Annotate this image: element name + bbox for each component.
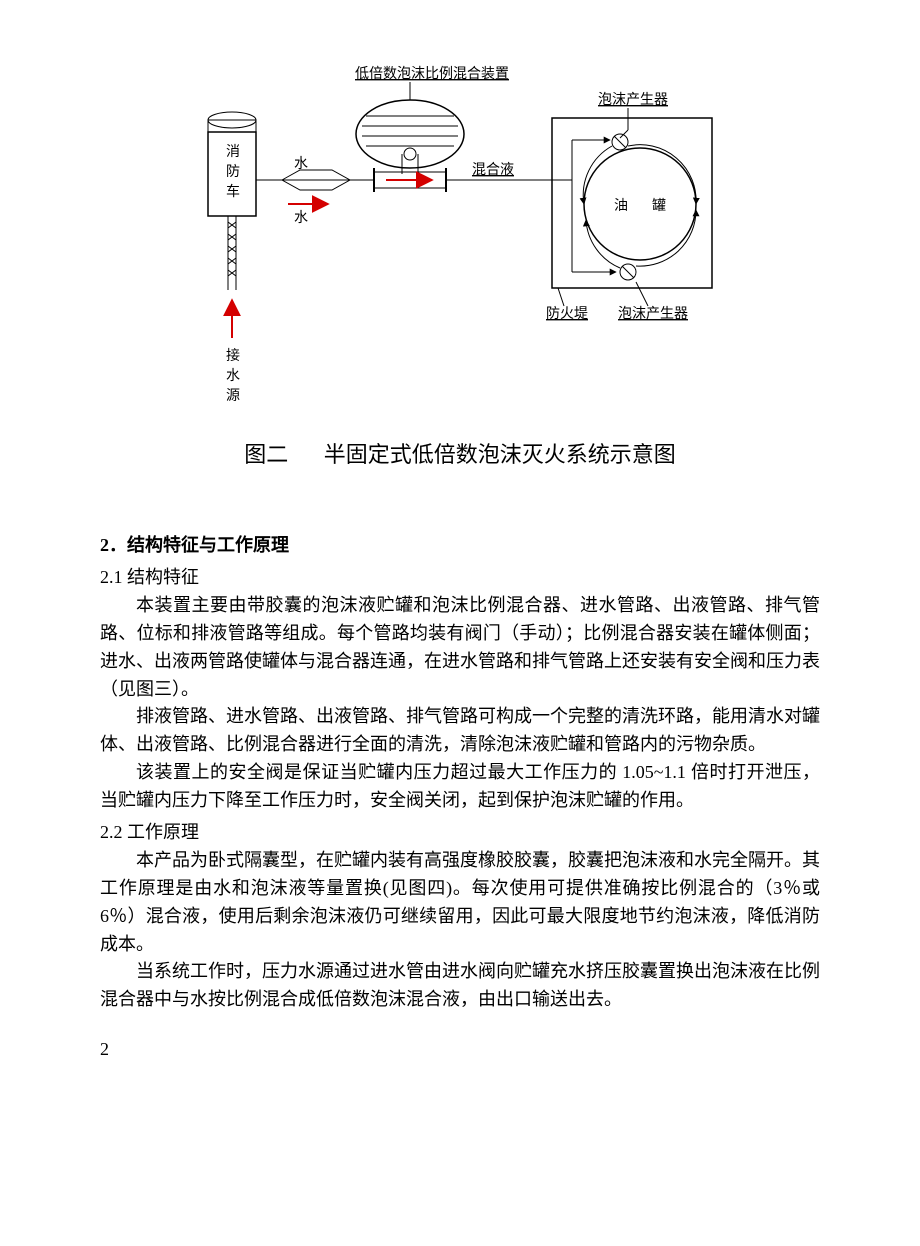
svg-text:水: 水 <box>226 368 240 384</box>
svg-text:罐: 罐 <box>652 198 666 214</box>
mixer-pipe <box>350 168 552 192</box>
caption-title: 半固定式低倍数泡沫灭火系统示意图 <box>324 442 676 467</box>
para-2-2-2: 当系统工作时，压力水源通过进水管由进水阀向贮罐充水挤压胶囊置换出泡沫液在比例混合… <box>100 958 820 1014</box>
svg-text:油: 油 <box>614 198 628 214</box>
label-foam-generator-top: 泡沫产生器 <box>598 92 668 108</box>
label-foam-generator-bot: 泡沫产生器 <box>618 306 688 322</box>
diagram-figure-2: 低倍数泡沫比例混合装置 泡沫产生器 泡沫产生器 防火堤 消 防 车 接 水 源 <box>100 60 820 420</box>
svg-text:消: 消 <box>226 144 240 160</box>
caption-label: 图二 <box>244 442 288 467</box>
heading-section-2-1: 2.1 结构特征 <box>100 564 820 592</box>
foam-mixer <box>356 82 464 174</box>
svg-text:车: 车 <box>226 183 240 200</box>
para-2-2-1: 本产品为卧式隔囊型，在贮罐内装有高强度橡胶胶囊，胶囊把泡沫液和水完全隔开。其工作… <box>100 847 820 959</box>
tank-farm: 油 罐 <box>552 118 712 288</box>
heading-section-2: 2．结构特征与工作原理 <box>100 532 820 560</box>
label-water-bot: 水 <box>294 210 308 226</box>
para-2-1-3: 该装置上的安全阀是保证当贮罐内压力超过最大工作压力的 1.05~1.1 倍时打开… <box>100 759 820 815</box>
fire-truck: 消 防 车 接 水 源 <box>208 112 256 404</box>
figure-caption: 图二 半固定式低倍数泡沫灭火系统示意图 <box>100 438 820 472</box>
diagram-svg: 低倍数泡沫比例混合装置 泡沫产生器 泡沫产生器 防火堤 消 防 车 接 水 源 <box>180 60 740 420</box>
label-mix-liquid: 混合液 <box>472 162 514 178</box>
para-2-1-2: 排液管路、进水管路、出液管路、排气管路可构成一个完整的清洗环路，能用清水对罐体、… <box>100 703 820 759</box>
page-number: 2 <box>100 1036 820 1064</box>
svg-text:接: 接 <box>226 347 240 364</box>
heading-section-2-2: 2.2 工作原理 <box>100 819 820 847</box>
label-device-title: 低倍数泡沫比例混合装置 <box>355 66 509 82</box>
label-dike: 防火堤 <box>546 306 588 322</box>
svg-text:源: 源 <box>226 388 240 404</box>
svg-text:防: 防 <box>226 164 240 180</box>
para-2-1-1: 本装置主要由带胶囊的泡沫液贮罐和泡沫比例混合器、进水管路、出液管路、排气管路、位… <box>100 592 820 704</box>
